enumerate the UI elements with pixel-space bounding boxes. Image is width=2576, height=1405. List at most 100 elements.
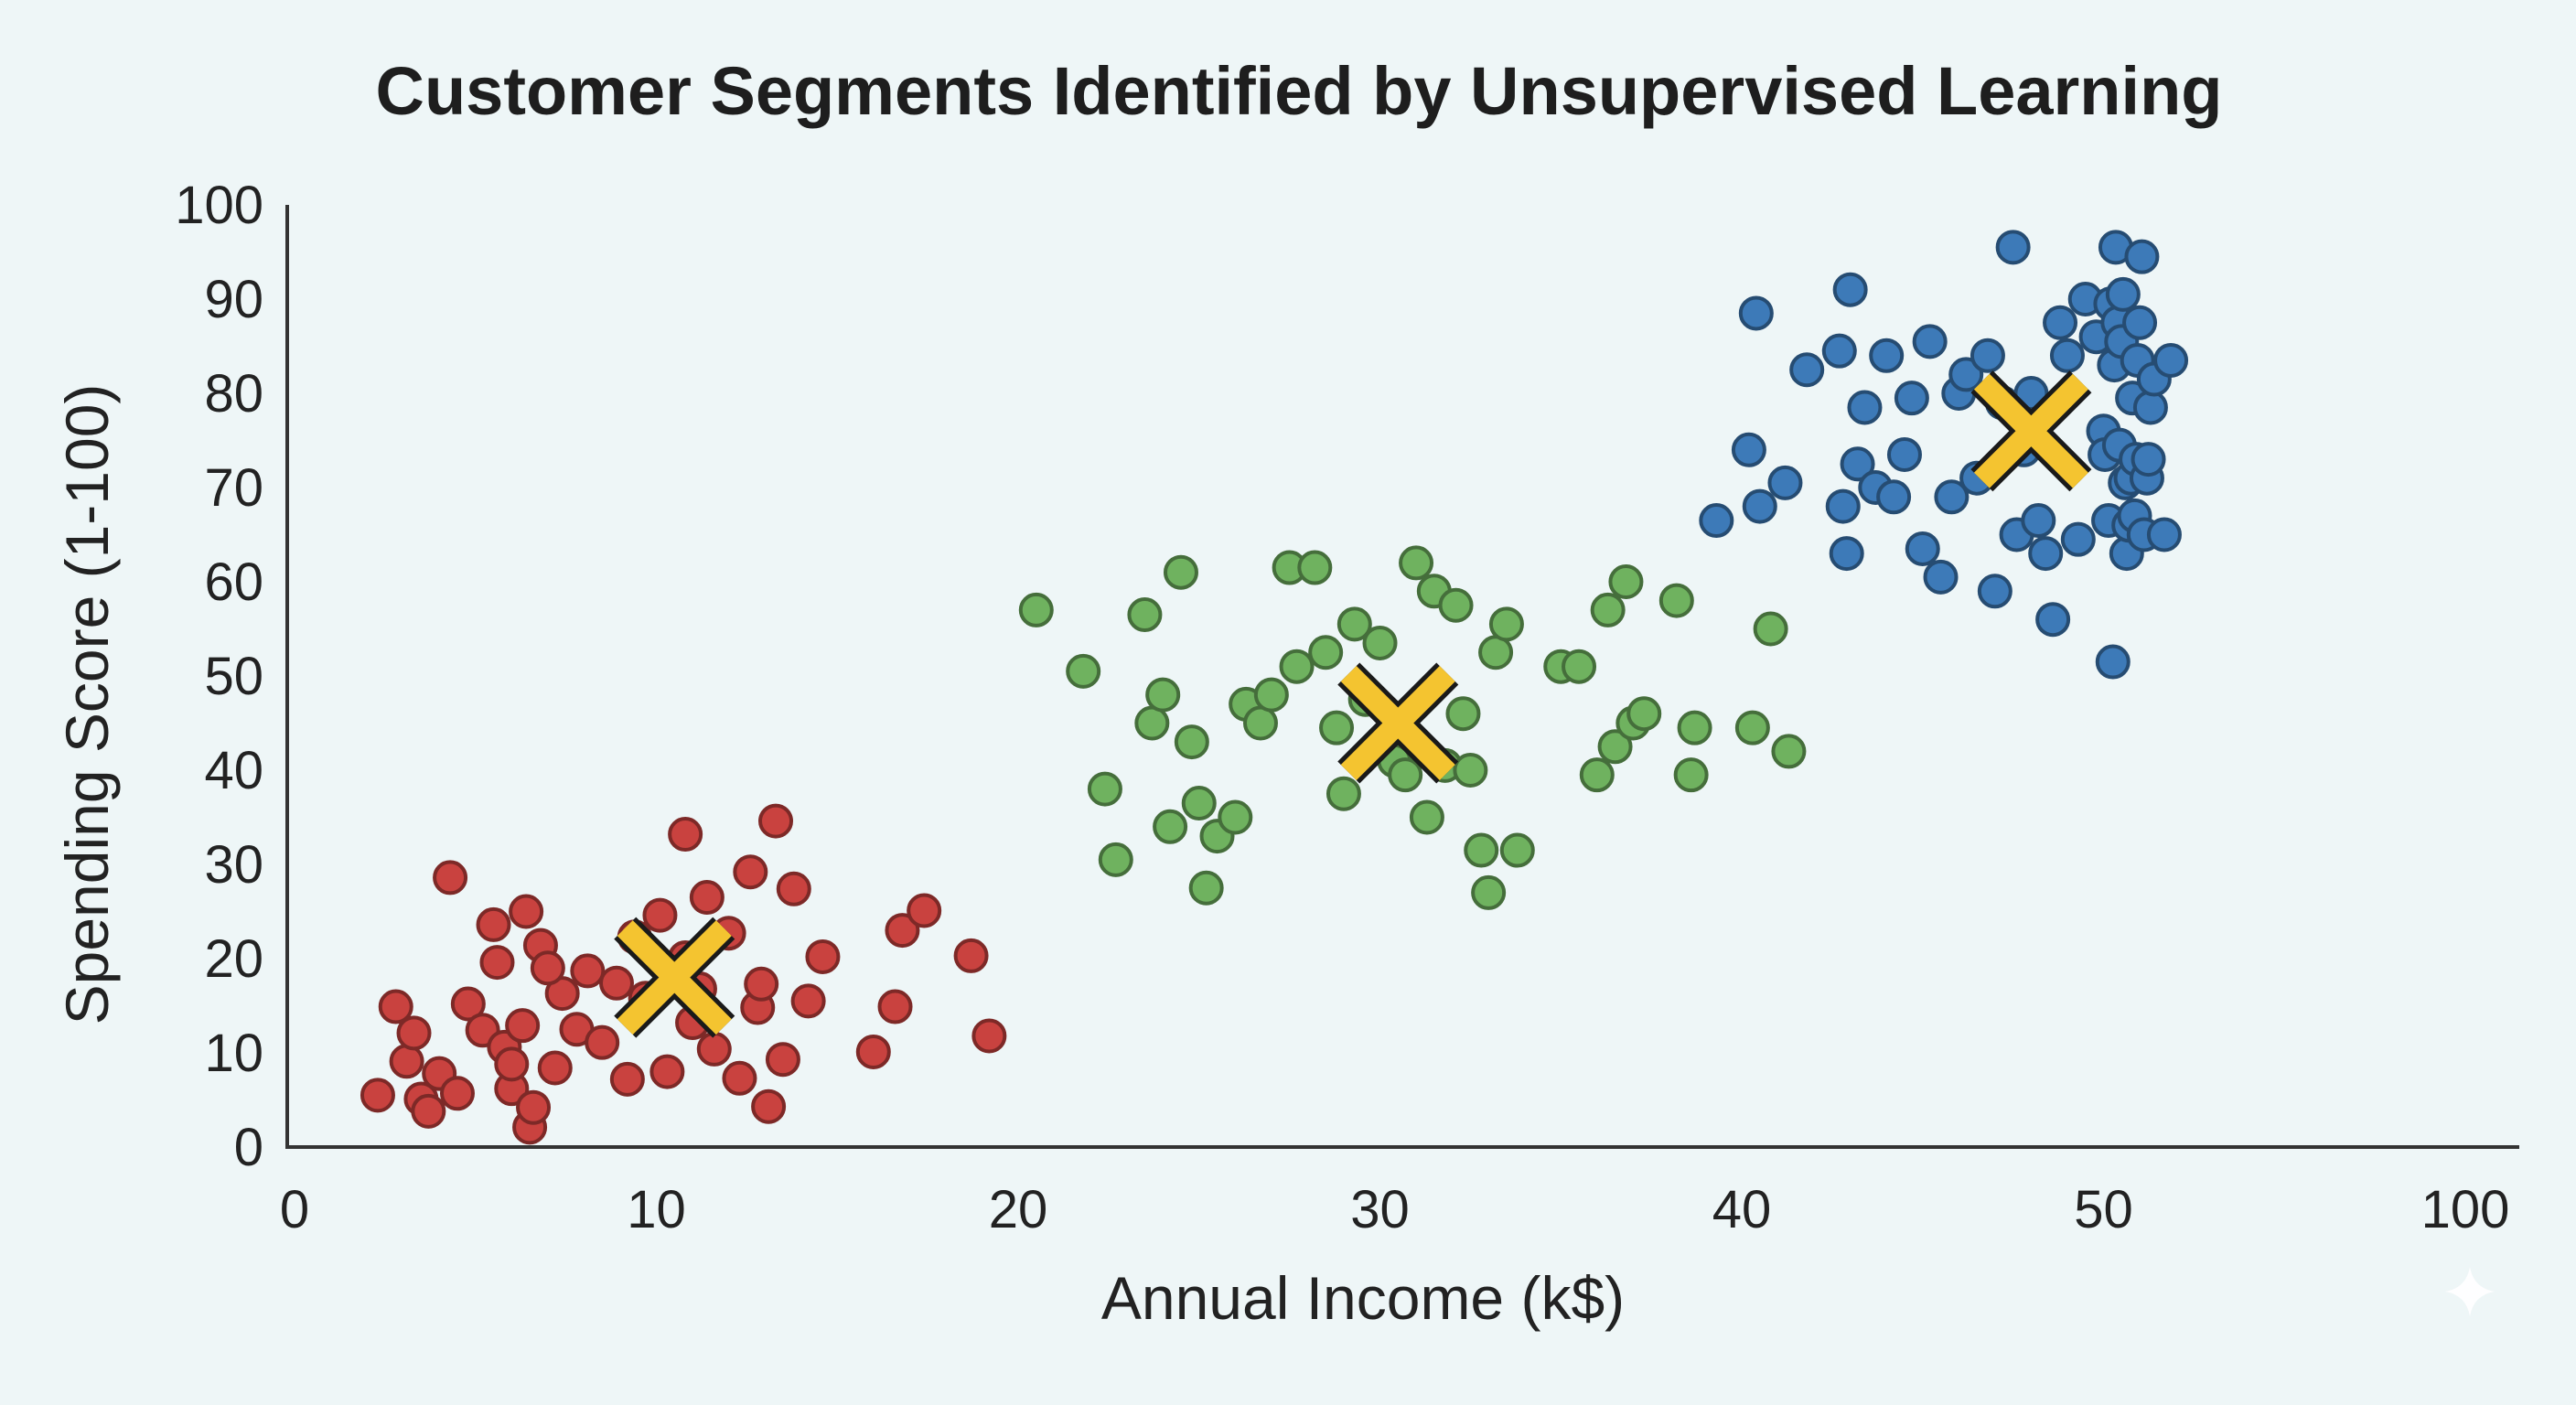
data-point <box>609 1061 645 1097</box>
data-point <box>1829 536 1864 572</box>
y-tick-label: 50 <box>204 647 263 706</box>
data-point <box>1825 488 1861 524</box>
data-point <box>2028 536 2064 572</box>
data-point <box>2049 338 2085 373</box>
data-point <box>953 938 989 973</box>
data-point <box>642 897 678 933</box>
data-point <box>751 1089 787 1124</box>
data-point <box>805 938 841 974</box>
data-points <box>360 230 2189 1145</box>
data-point <box>1188 870 1224 906</box>
data-point <box>1608 564 1644 599</box>
data-point <box>1134 705 1170 741</box>
data-point <box>505 1008 541 1044</box>
y-tick-label: 0 <box>234 1118 263 1177</box>
y-tick-label: 20 <box>204 929 263 989</box>
data-point <box>971 1018 1007 1054</box>
data-point <box>389 1044 424 1079</box>
x-tick-label: 50 <box>2074 1180 2133 1239</box>
data-point <box>1279 649 1315 684</box>
y-axis-label: Spending Score (1-100) <box>53 384 121 1025</box>
x-tick-label: 20 <box>989 1180 1048 1239</box>
data-point <box>1253 677 1289 713</box>
data-point <box>1905 531 1940 566</box>
data-point <box>1066 653 1101 689</box>
data-point <box>1579 757 1615 793</box>
data-point <box>1471 874 1507 910</box>
data-point <box>537 1050 573 1086</box>
data-point <box>1886 436 1922 472</box>
data-point <box>1738 295 1774 331</box>
data-point <box>1869 338 1905 373</box>
data-point <box>1326 776 1361 811</box>
centroid-marker <box>614 917 735 1038</box>
y-tick-label: 100 <box>175 176 263 235</box>
data-point <box>1464 832 1499 868</box>
y-tick-label: 80 <box>204 364 263 424</box>
data-point <box>1098 842 1133 877</box>
data-point <box>544 976 580 1012</box>
data-point <box>1626 696 1662 732</box>
data-point <box>396 1015 432 1051</box>
chart-title: Customer Segments Identified by Unsuperv… <box>376 53 2223 129</box>
x-tick-label: 30 <box>1350 1180 1410 1239</box>
data-point <box>439 1076 475 1111</box>
x-tick-label: 10 <box>627 1180 686 1239</box>
data-point <box>1319 710 1355 745</box>
y-tick-label: 70 <box>204 458 263 518</box>
data-point <box>689 880 724 916</box>
data-point <box>509 894 544 929</box>
data-point <box>1438 587 1474 623</box>
data-point <box>790 983 826 1019</box>
x-axis-label: Annual Income (k$) <box>1101 1264 1625 1332</box>
data-point <box>1923 559 1959 595</box>
data-point <box>1145 677 1181 713</box>
sparkle-icon <box>2445 1267 2495 1316</box>
data-point <box>2035 602 2071 638</box>
data-point <box>570 953 606 989</box>
data-point <box>1912 324 1948 359</box>
y-tick-label: 90 <box>204 270 263 329</box>
data-point <box>1934 479 1970 515</box>
data-point <box>744 966 779 1002</box>
data-point <box>450 986 486 1022</box>
data-point <box>476 906 511 942</box>
data-point <box>1087 771 1122 807</box>
centroid-markers <box>614 370 2092 1038</box>
data-point <box>2153 342 2189 378</box>
data-point <box>885 913 920 949</box>
data-point <box>530 950 565 986</box>
y-tick-label: 40 <box>204 741 263 800</box>
x-tick-label: 100 <box>2421 1180 2510 1239</box>
data-point <box>598 965 634 1001</box>
data-point <box>1821 333 1857 369</box>
data-point <box>378 989 413 1024</box>
data-point <box>2132 390 2168 425</box>
data-point <box>360 1078 395 1113</box>
data-point <box>1742 488 1777 524</box>
data-point <box>1832 272 1868 307</box>
data-point <box>722 1060 757 1096</box>
data-point <box>2124 239 2160 274</box>
data-point <box>758 803 794 839</box>
x-tick-label: 40 <box>1712 1180 1772 1239</box>
data-point <box>1677 710 1712 745</box>
data-point <box>1399 545 1434 581</box>
centroid-marker <box>1337 662 1459 784</box>
data-point <box>1673 757 1709 793</box>
data-point <box>1597 729 1633 765</box>
data-point <box>433 860 468 896</box>
x-tick-labels: 0 10 20 30 40 50 100 <box>280 1180 2510 1239</box>
data-point <box>1174 724 1209 760</box>
data-point <box>1590 592 1626 627</box>
y-tick-labels: 0 10 20 30 40 50 60 70 80 90 100 <box>175 176 263 1177</box>
data-point <box>1153 809 1188 844</box>
data-point <box>1789 352 1825 388</box>
data-point <box>1488 606 1524 642</box>
data-point <box>1163 554 1198 590</box>
data-point <box>907 893 942 928</box>
y-tick-label: 60 <box>204 552 263 612</box>
data-point <box>1840 446 1875 482</box>
data-point <box>1771 734 1807 769</box>
